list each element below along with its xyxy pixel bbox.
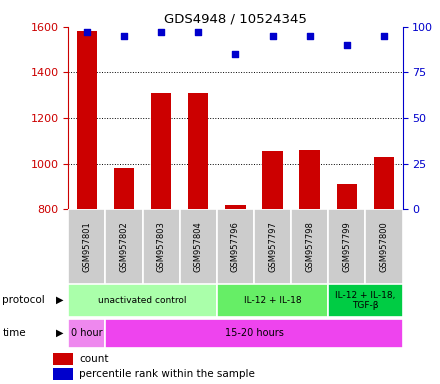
Bar	[114, 168, 134, 209]
Point	[158, 29, 165, 35]
Bar	[337, 184, 357, 209]
Point	[121, 33, 128, 39]
Text: IL-12 + IL-18: IL-12 + IL-18	[244, 296, 301, 305]
Point	[306, 33, 313, 39]
Bar	[328, 284, 403, 317]
Point	[381, 33, 388, 39]
Bar	[105, 209, 143, 284]
Bar	[225, 205, 246, 209]
Bar	[217, 209, 254, 284]
Text: IL-12 + IL-18,
TGF-β: IL-12 + IL-18, TGF-β	[335, 291, 396, 310]
Text: time: time	[2, 328, 26, 338]
Point	[195, 29, 202, 35]
Text: GSM957801: GSM957801	[82, 221, 91, 272]
Text: GSM957803: GSM957803	[157, 221, 165, 272]
Bar	[53, 353, 73, 365]
Bar	[77, 31, 97, 209]
Text: ▶: ▶	[56, 295, 64, 305]
Bar	[68, 284, 217, 317]
Text: GSM957799: GSM957799	[342, 221, 352, 272]
Bar	[254, 209, 291, 284]
Bar	[188, 93, 209, 209]
Text: percentile rank within the sample: percentile rank within the sample	[79, 369, 255, 379]
Text: GSM957797: GSM957797	[268, 221, 277, 272]
Text: 0 hour: 0 hour	[71, 328, 103, 338]
Bar	[53, 368, 73, 381]
Bar	[374, 157, 394, 209]
Bar	[68, 209, 105, 284]
Bar	[105, 319, 403, 348]
Text: 15-20 hours: 15-20 hours	[224, 328, 283, 338]
Text: unactivated control: unactivated control	[98, 296, 187, 305]
Text: protocol: protocol	[2, 295, 45, 305]
Point	[232, 51, 239, 57]
Text: GSM957802: GSM957802	[119, 221, 128, 272]
Text: ▶: ▶	[56, 328, 64, 338]
Point	[269, 33, 276, 39]
Bar	[151, 93, 171, 209]
Bar	[366, 209, 403, 284]
Bar	[300, 150, 320, 209]
Bar	[180, 209, 217, 284]
Text: GSM957798: GSM957798	[305, 221, 314, 272]
Bar	[291, 209, 328, 284]
Bar	[143, 209, 180, 284]
Text: GSM957796: GSM957796	[231, 221, 240, 272]
Text: GSM957804: GSM957804	[194, 221, 203, 272]
Bar	[217, 284, 328, 317]
Text: count: count	[79, 354, 109, 364]
Point	[343, 42, 350, 48]
Point	[83, 29, 90, 35]
Title: GDS4948 / 10524345: GDS4948 / 10524345	[164, 13, 307, 26]
Bar	[68, 319, 105, 348]
Bar	[262, 151, 283, 209]
Bar	[328, 209, 366, 284]
Text: GSM957800: GSM957800	[380, 221, 389, 272]
